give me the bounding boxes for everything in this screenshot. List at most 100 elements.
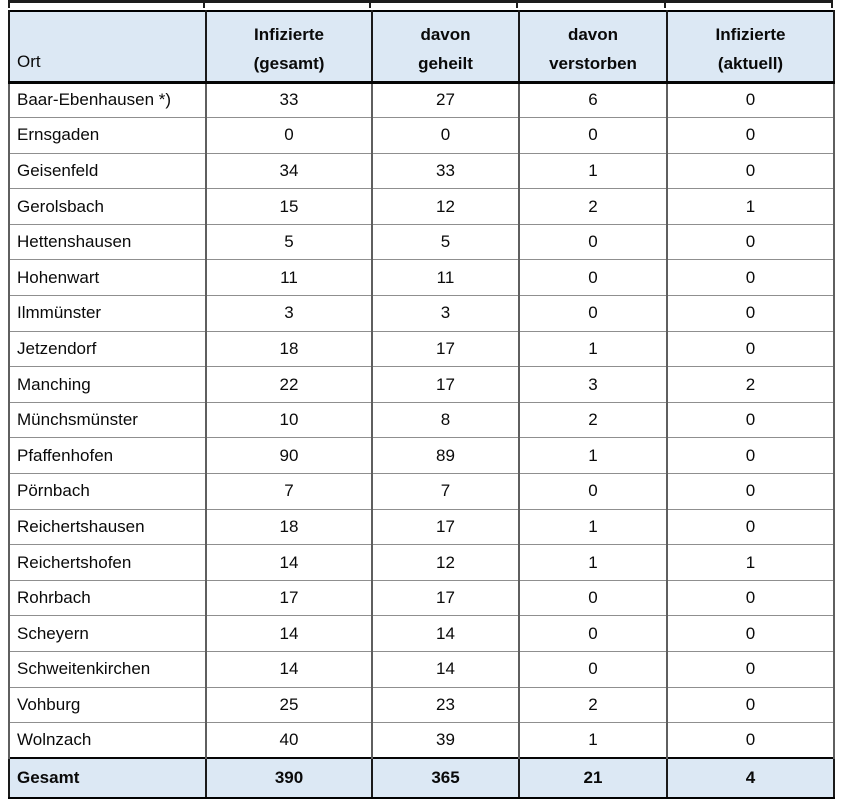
table-header: Ort Infizierte (gesamt) davon geheilt da… [8, 11, 835, 84]
cell-infizierte-aktuell: 0 [666, 579, 835, 617]
column-header-ort: Ort [8, 11, 207, 84]
cell-davon-geheilt: 89 [371, 437, 520, 475]
cell-infizierte-aktuell: 0 [666, 81, 835, 119]
column-divider-stub [664, 3, 666, 8]
cell-davon-geheilt: 39 [371, 722, 520, 759]
total-davon-verstorben: 21 [518, 757, 668, 800]
table-row: Rohrbach 17 17 0 0 [8, 579, 835, 617]
cell-davon-geheilt: 3 [371, 295, 520, 332]
cell-ort: Reichertshausen [8, 508, 207, 546]
cell-davon-verstorben: 2 [518, 401, 668, 439]
cell-davon-verstorben: 0 [518, 223, 668, 261]
table-row: Baar-Ebenhausen *) 33 27 6 0 [8, 81, 835, 119]
column-header-davon-verstorben: davon verstorben [518, 11, 668, 84]
table-body: Baar-Ebenhausen *) 33 27 6 0 Ernsgaden 0… [8, 81, 835, 759]
cell-infizierte-gesamt: 14 [205, 544, 373, 581]
cell-davon-geheilt: 5 [371, 223, 520, 261]
table-row: Vohburg 25 23 2 0 [8, 686, 835, 724]
table-row: Münchsmünster 10 8 2 0 [8, 401, 835, 439]
column-header-davon-geheilt: davon geheilt [371, 11, 520, 84]
header-line: verstorben [549, 54, 637, 73]
table-row: Wolnzach 40 39 1 0 [8, 722, 835, 759]
table-row: Pfaffenhofen 90 89 1 0 [8, 437, 835, 475]
cell-infizierte-aktuell: 0 [666, 722, 835, 759]
cell-infizierte-gesamt: 22 [205, 366, 373, 403]
cell-infizierte-aktuell: 0 [666, 223, 835, 261]
total-infizierte-aktuell: 4 [666, 757, 835, 800]
cell-davon-geheilt: 17 [371, 330, 520, 368]
cell-ort: Pfaffenhofen [8, 437, 207, 475]
table-row: Geisenfeld 34 33 1 0 [8, 152, 835, 190]
cell-ort: Reichertshofen [8, 544, 207, 581]
cell-infizierte-gesamt: 25 [205, 686, 373, 724]
cell-infizierte-gesamt: 18 [205, 330, 373, 368]
total-label: Gesamt [8, 757, 207, 800]
cell-infizierte-gesamt: 0 [205, 117, 373, 154]
cell-infizierte-gesamt: 11 [205, 259, 373, 297]
table-row: Jetzendorf 18 17 1 0 [8, 330, 835, 368]
cell-davon-geheilt: 8 [371, 401, 520, 439]
cell-infizierte-aktuell: 1 [666, 544, 835, 581]
cell-infizierte-aktuell: 0 [666, 437, 835, 475]
cell-davon-verstorben: 0 [518, 295, 668, 332]
header-line: Infizierte [254, 25, 324, 44]
cell-ort: Gerolsbach [8, 188, 207, 225]
cell-ort: Baar-Ebenhausen *) [8, 81, 207, 119]
cell-ort: Ilmmünster [8, 295, 207, 332]
cell-davon-verstorben: 1 [518, 152, 668, 190]
table-row: Ilmmünster 3 3 0 0 [8, 295, 835, 332]
cell-davon-verstorben: 3 [518, 366, 668, 403]
cell-davon-verstorben: 0 [518, 259, 668, 297]
cell-infizierte-aktuell: 0 [666, 117, 835, 154]
table-row: Hettenshausen 5 5 0 0 [8, 223, 835, 261]
cell-davon-verstorben: 2 [518, 686, 668, 724]
cell-davon-verstorben: 1 [518, 330, 668, 368]
cell-davon-verstorben: 0 [518, 117, 668, 154]
cell-infizierte-gesamt: 14 [205, 615, 373, 652]
cell-davon-verstorben: 0 [518, 651, 668, 688]
cell-ort: Pörnbach [8, 473, 207, 510]
cell-infizierte-gesamt: 33 [205, 81, 373, 119]
total-davon-geheilt: 365 [371, 757, 520, 800]
cell-ort: Rohrbach [8, 579, 207, 617]
column-divider-stub [369, 3, 371, 8]
cell-ort: Münchsmünster [8, 401, 207, 439]
cell-davon-geheilt: 17 [371, 508, 520, 546]
cell-infizierte-gesamt: 34 [205, 152, 373, 190]
cell-infizierte-gesamt: 15 [205, 188, 373, 225]
cell-davon-geheilt: 33 [371, 152, 520, 190]
cell-davon-verstorben: 2 [518, 188, 668, 225]
cell-davon-verstorben: 0 [518, 615, 668, 652]
column-divider-stub [203, 3, 205, 8]
header-line: geheilt [418, 54, 473, 73]
cell-infizierte-aktuell: 0 [666, 615, 835, 652]
cell-davon-verstorben: 1 [518, 722, 668, 759]
cell-infizierte-aktuell: 0 [666, 651, 835, 688]
cell-ort: Vohburg [8, 686, 207, 724]
cell-infizierte-gesamt: 3 [205, 295, 373, 332]
cell-infizierte-aktuell: 1 [666, 188, 835, 225]
cell-davon-verstorben: 6 [518, 81, 668, 119]
infections-table: Ort Infizierte (gesamt) davon geheilt da… [8, 10, 835, 800]
table-row: Schweitenkirchen 14 14 0 0 [8, 651, 835, 688]
cell-infizierte-gesamt: 10 [205, 401, 373, 439]
cell-infizierte-gesamt: 18 [205, 508, 373, 546]
cell-infizierte-aktuell: 0 [666, 686, 835, 724]
header-line: Infizierte [715, 25, 786, 44]
cell-ort: Manching [8, 366, 207, 403]
cell-infizierte-aktuell: 0 [666, 473, 835, 510]
cell-davon-geheilt: 7 [371, 473, 520, 510]
table-row: Scheyern 14 14 0 0 [8, 615, 835, 652]
cell-infizierte-aktuell: 0 [666, 259, 835, 297]
cell-davon-verstorben: 1 [518, 508, 668, 546]
cell-davon-geheilt: 14 [371, 651, 520, 688]
table-row: Reichertshausen 18 17 1 0 [8, 508, 835, 546]
cell-infizierte-gesamt: 14 [205, 651, 373, 688]
cell-ort: Geisenfeld [8, 152, 207, 190]
header-row: Ort Infizierte (gesamt) davon geheilt da… [8, 11, 835, 84]
cell-infizierte-gesamt: 90 [205, 437, 373, 475]
cell-infizierte-aktuell: 0 [666, 152, 835, 190]
cell-davon-geheilt: 14 [371, 615, 520, 652]
column-divider-stub [516, 3, 518, 8]
total-infizierte-gesamt: 390 [205, 757, 373, 800]
